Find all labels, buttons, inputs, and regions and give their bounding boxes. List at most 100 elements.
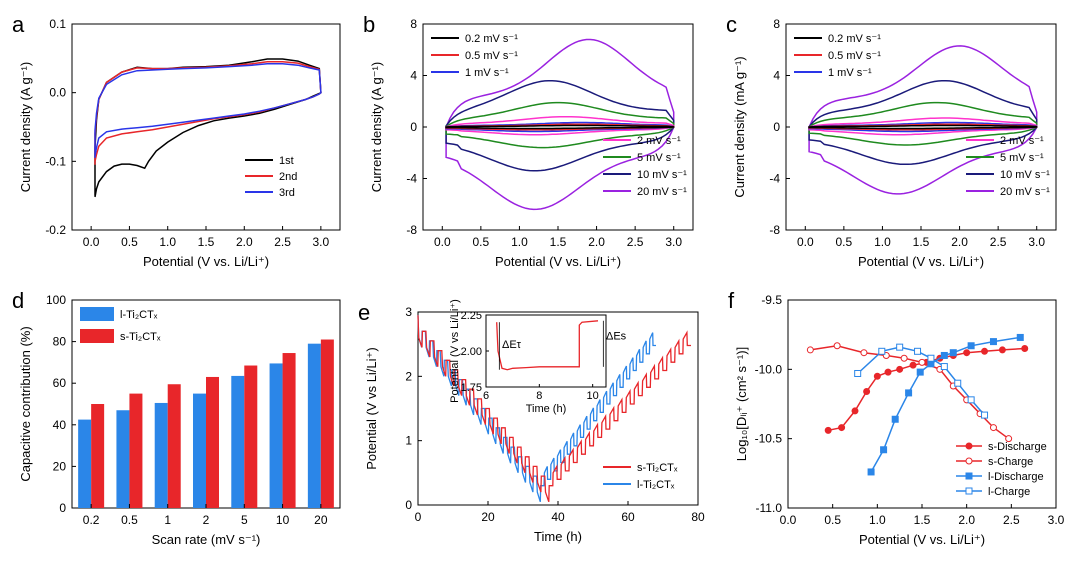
legend-entry: l-Discharge bbox=[988, 471, 1044, 483]
legend-marker bbox=[965, 472, 973, 480]
y-tick-label: -0.1 bbox=[45, 154, 66, 168]
bar-l bbox=[307, 343, 321, 508]
y-tick-label: 0.1 bbox=[49, 17, 66, 31]
legend-entry: s-Charge bbox=[988, 456, 1033, 468]
y-tick-label: -8 bbox=[769, 223, 780, 237]
y-tick-label: 8 bbox=[410, 17, 417, 31]
y-axis-label: Capacitive contribution (%) bbox=[18, 326, 33, 481]
data-point bbox=[905, 389, 913, 397]
data-point bbox=[989, 338, 997, 346]
legend-entry: 1 mV s⁻¹ bbox=[465, 67, 509, 79]
data-point bbox=[833, 342, 841, 350]
data-point bbox=[918, 358, 926, 366]
x-tick-label: 1 bbox=[164, 513, 171, 527]
panel-letter: a bbox=[12, 12, 25, 37]
bar-l bbox=[269, 363, 283, 508]
bar-s bbox=[167, 384, 181, 508]
y-tick-label: 0 bbox=[410, 120, 417, 134]
panel-d: 0.2 0.5 1 2 5 10 20 0 20 40 60 80 100 Scan rate (mV s… bbox=[12, 288, 341, 547]
y-tick-label: -8 bbox=[406, 223, 417, 237]
x-tick-label: 0.5 bbox=[121, 513, 138, 527]
legend-swatch bbox=[80, 307, 114, 321]
inset-x-tick-label: 6 bbox=[483, 390, 489, 402]
panel-letter: b bbox=[363, 12, 375, 37]
inset-annotation: ΔEs bbox=[606, 330, 627, 342]
x-axis-label: Scan rate (mV s⁻¹) bbox=[152, 532, 261, 547]
y-axis-label: Current density (A g⁻¹) bbox=[369, 62, 384, 192]
inset-y-tick-label: 2.00 bbox=[461, 346, 482, 358]
data-point bbox=[1005, 435, 1013, 443]
legend-entry: 10 mV s⁻¹ bbox=[1000, 169, 1050, 181]
legend-entry: l-Charge bbox=[988, 486, 1030, 498]
panel-letter: e bbox=[358, 300, 370, 325]
x-tick-label: 0.5 bbox=[824, 513, 841, 527]
y-tick-label: -10.0 bbox=[755, 362, 783, 376]
legend-swatch bbox=[80, 329, 114, 343]
gitt-curve bbox=[417, 315, 691, 503]
legend-marker bbox=[965, 457, 973, 465]
y-tick-label: 0 bbox=[405, 498, 412, 512]
legend-entry: 1 mV s⁻¹ bbox=[828, 67, 872, 79]
x-tick-label: 1.0 bbox=[874, 235, 891, 249]
x-tick-label: 2.5 bbox=[1003, 513, 1020, 527]
inset-frame bbox=[485, 314, 607, 388]
legend-entry: 2 mV s⁻¹ bbox=[637, 135, 681, 147]
data-point bbox=[949, 349, 957, 357]
data-point bbox=[981, 347, 989, 355]
data-point bbox=[989, 424, 997, 432]
bar-l bbox=[193, 393, 206, 508]
x-axis-label: Potential (V vs. Li/Li⁺) bbox=[859, 532, 985, 547]
data-point bbox=[916, 368, 924, 376]
x-tick-label: 40 bbox=[551, 510, 565, 524]
inset-y-tick-label: 2.25 bbox=[461, 310, 482, 322]
x-tick-label: 1.0 bbox=[511, 235, 528, 249]
y-tick-label: 1 bbox=[405, 434, 412, 448]
x-tick-label: 60 bbox=[621, 510, 635, 524]
x-tick-label: 2.0 bbox=[958, 513, 975, 527]
inset-x-tick-label: 8 bbox=[536, 390, 542, 402]
inset-x-tick-label: 10 bbox=[587, 390, 599, 402]
y-tick-label: 4 bbox=[410, 69, 417, 83]
x-tick-label: 3.0 bbox=[313, 235, 330, 249]
x-tick-label: 20 bbox=[481, 510, 495, 524]
data-point bbox=[806, 346, 814, 354]
data-point bbox=[967, 342, 975, 350]
cv-loop bbox=[808, 124, 1038, 130]
data-point bbox=[954, 379, 962, 387]
data-point bbox=[998, 346, 1006, 354]
y-tick-label: -0.2 bbox=[45, 223, 66, 237]
x-tick-label: 3.0 bbox=[1048, 513, 1065, 527]
data-point bbox=[967, 396, 975, 404]
series-line bbox=[94, 61, 322, 165]
bar-s bbox=[206, 376, 219, 508]
y-tick-label: 20 bbox=[53, 459, 67, 473]
data-point bbox=[867, 468, 875, 476]
panel-b: 0.0 0.5 1.0 1.5 2.0 2.5 3.0 -8 -4 0 4 8 Potential (V… bbox=[363, 12, 694, 269]
bar-l bbox=[154, 402, 168, 508]
legend-entry: 20 mV s⁻¹ bbox=[1000, 186, 1050, 198]
panel-letter: c bbox=[726, 12, 737, 37]
bar-l bbox=[231, 375, 245, 508]
series-line bbox=[857, 346, 986, 416]
y-tick-label: 60 bbox=[53, 376, 67, 390]
legend-entry: l-Ti₂CTₓ bbox=[637, 479, 675, 491]
x-tick-label: 1.0 bbox=[869, 513, 886, 527]
legend-entry: 0.2 mV s⁻¹ bbox=[465, 33, 518, 45]
y-tick-label: 4 bbox=[773, 69, 780, 83]
data-point bbox=[1016, 333, 1024, 341]
inset-curve bbox=[496, 320, 599, 371]
bar-l bbox=[78, 419, 92, 508]
x-tick-label: 0.0 bbox=[83, 235, 100, 249]
y-tick-label: -11.0 bbox=[756, 501, 783, 515]
y-tick-label: -4 bbox=[769, 172, 780, 186]
x-tick-label: 10 bbox=[276, 513, 290, 527]
data-point bbox=[891, 415, 899, 423]
x-tick-label: 5 bbox=[241, 513, 248, 527]
legend-entry: s-Ti₂CTₓ bbox=[120, 331, 161, 343]
data-point bbox=[896, 365, 904, 373]
panel-c: 0.0 0.5 1.0 1.5 2.0 2.5 3.0 -8 -4 0 4 8 Potential (V… bbox=[726, 12, 1057, 269]
bar-s bbox=[91, 404, 105, 508]
bar-s bbox=[129, 393, 143, 508]
bar-s bbox=[320, 339, 334, 508]
